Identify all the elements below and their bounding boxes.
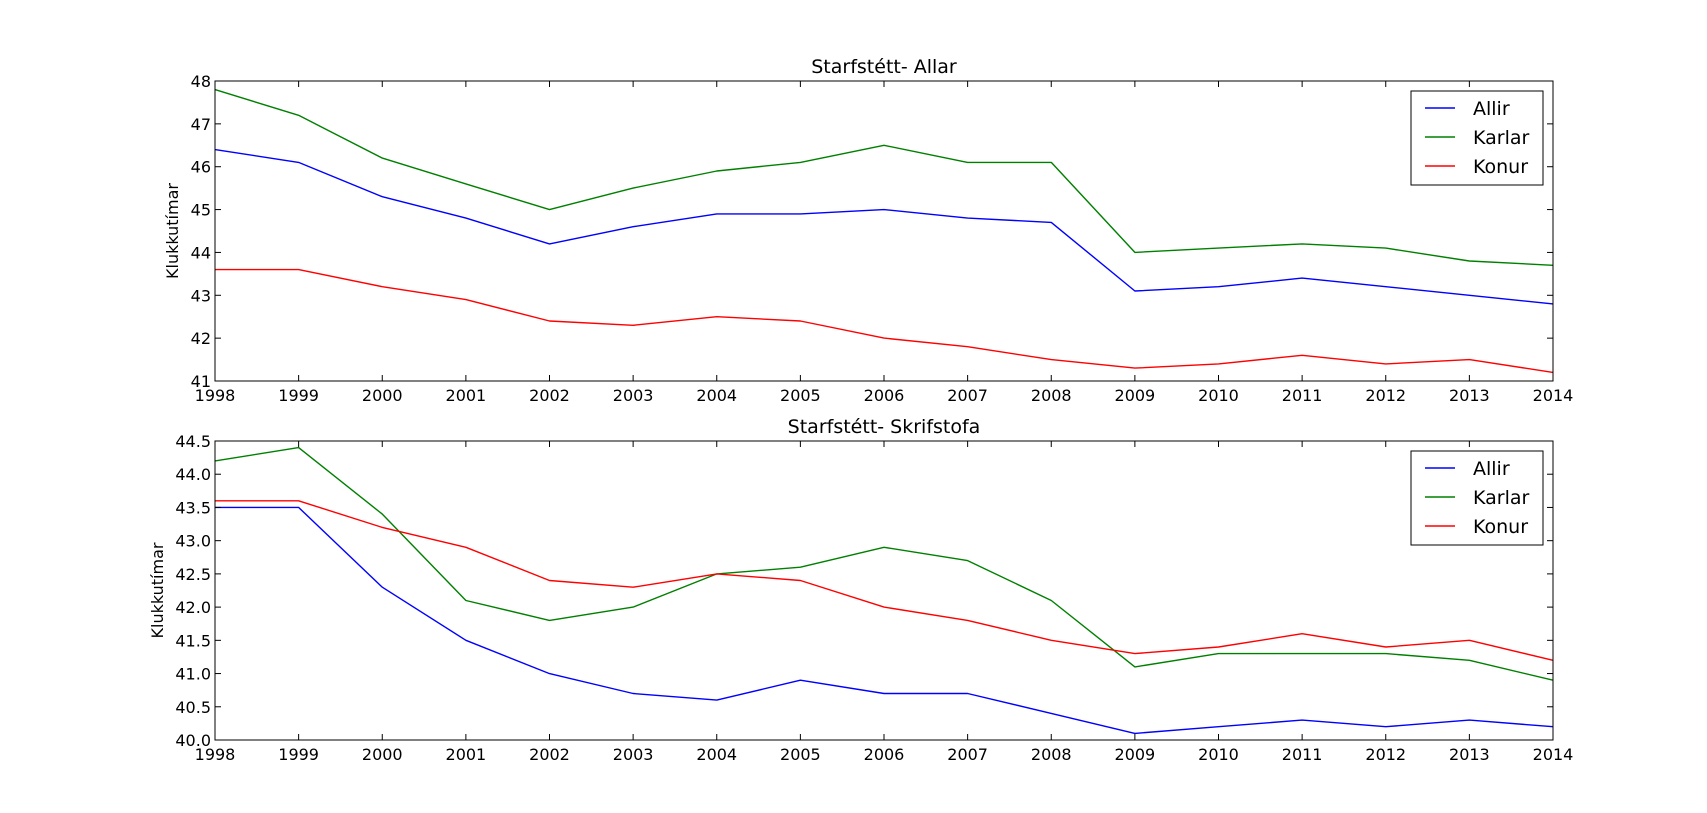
y-tick-label: 47 — [191, 115, 211, 134]
x-tick-label: 2010 — [1198, 386, 1239, 405]
x-tick-label: 2000 — [362, 745, 403, 764]
y-tick-label: 41.5 — [175, 631, 211, 650]
x-tick-label: 2014 — [1533, 386, 1574, 405]
legend-label: Karlar — [1473, 127, 1530, 149]
y-axis-label: Klukkutímar — [148, 542, 167, 638]
x-tick-label: 2011 — [1282, 745, 1323, 764]
x-tick-label: 2008 — [1031, 745, 1072, 764]
series-line-allir — [214, 148, 1554, 305]
y-tick-label: 41.0 — [175, 665, 211, 684]
y-tick-label: 42.0 — [175, 598, 211, 617]
y-tick-label: 41 — [191, 372, 211, 391]
legend-label: Allir — [1473, 98, 1510, 120]
x-tick-label: 1998 — [195, 745, 236, 764]
x-tick-label: 2012 — [1365, 745, 1406, 764]
y-tick-label: 40.5 — [175, 698, 211, 717]
x-tick-label: 2002 — [529, 386, 570, 405]
x-tick-label: 2003 — [613, 745, 654, 764]
y-tick-label: 44.0 — [175, 465, 211, 484]
y-tick-label: 44 — [191, 243, 211, 262]
x-tick-label: 2001 — [446, 386, 487, 405]
chart-panel-1: 1998 1999 2000 2001 2002 2003 2004 2005 2006 2007… — [163, 56, 1573, 405]
x-tick-label: 2004 — [696, 386, 737, 405]
legend-label: Konur — [1473, 156, 1528, 178]
x-tick-label: 2007 — [947, 745, 988, 764]
x-tick-label: 2001 — [446, 745, 487, 764]
legend: Allir Karlar Konur — [1410, 90, 1544, 186]
y-tick-label: 45 — [191, 201, 211, 220]
legend-label: Karlar — [1473, 487, 1530, 509]
plot-frame — [214, 440, 1554, 741]
x-tick-label: 2004 — [696, 745, 737, 764]
x-tick-label: 2009 — [1115, 386, 1156, 405]
x-tick-label: 2013 — [1449, 386, 1490, 405]
x-tick-label: 2010 — [1198, 745, 1239, 764]
x-tick-label: 2012 — [1365, 386, 1406, 405]
legend: Allir Karlar Konur — [1410, 450, 1544, 546]
x-tick-label: 2008 — [1031, 386, 1072, 405]
y-tick-label: 42.5 — [175, 565, 211, 584]
y-tick-label: 48 — [191, 72, 211, 91]
legend-label: Allir — [1473, 458, 1510, 480]
x-tick-label: 2014 — [1533, 745, 1574, 764]
x-tick-label: 2009 — [1115, 745, 1156, 764]
legend-box — [1410, 90, 1544, 186]
chart-panel-2: 1998 1999 2000 2001 2002 2003 2004 2005 2006 2007… — [148, 416, 1573, 764]
x-tick-label: 2007 — [947, 386, 988, 405]
y-tick-label: 40.0 — [175, 731, 211, 750]
legend-label: Konur — [1473, 516, 1528, 538]
x-tick-label: 2013 — [1449, 745, 1490, 764]
x-tick-label: 2003 — [613, 386, 654, 405]
y-axis-label: Klukkutímar — [163, 183, 182, 279]
y-tick-label: 46 — [191, 158, 211, 177]
x-tick-label: 2011 — [1282, 386, 1323, 405]
x-tick-label: 1999 — [278, 745, 319, 764]
series-line-konur — [215, 500, 1554, 661]
legend-box — [1410, 450, 1544, 546]
series-line-allir — [215, 506, 1554, 735]
series-line-karlar — [214, 88, 1554, 266]
x-tick-label: 2006 — [864, 745, 905, 764]
series-line-konur — [215, 268, 1554, 374]
series-line-karlar — [214, 446, 1554, 681]
x-tick-label: 2000 — [362, 386, 403, 405]
x-tick-label: 1998 — [195, 386, 236, 405]
chart-title: Starfstétt- Skrifstofa — [788, 416, 981, 438]
y-tick-label: 43.5 — [175, 498, 211, 517]
x-tick-label: 2002 — [529, 745, 570, 764]
x-tick-label: 1999 — [278, 386, 319, 405]
chart-title: Starfstétt- Allar — [811, 56, 957, 78]
x-tick-label: 2006 — [864, 386, 905, 405]
y-tick-label: 43.0 — [175, 532, 211, 551]
x-tick-label: 2005 — [780, 386, 821, 405]
y-tick-label: 44.5 — [175, 432, 211, 451]
y-tick-label: 42 — [191, 329, 211, 348]
plot-frame — [214, 80, 1554, 382]
y-tick-label: 43 — [191, 286, 211, 305]
x-tick-label: 2005 — [780, 745, 821, 764]
